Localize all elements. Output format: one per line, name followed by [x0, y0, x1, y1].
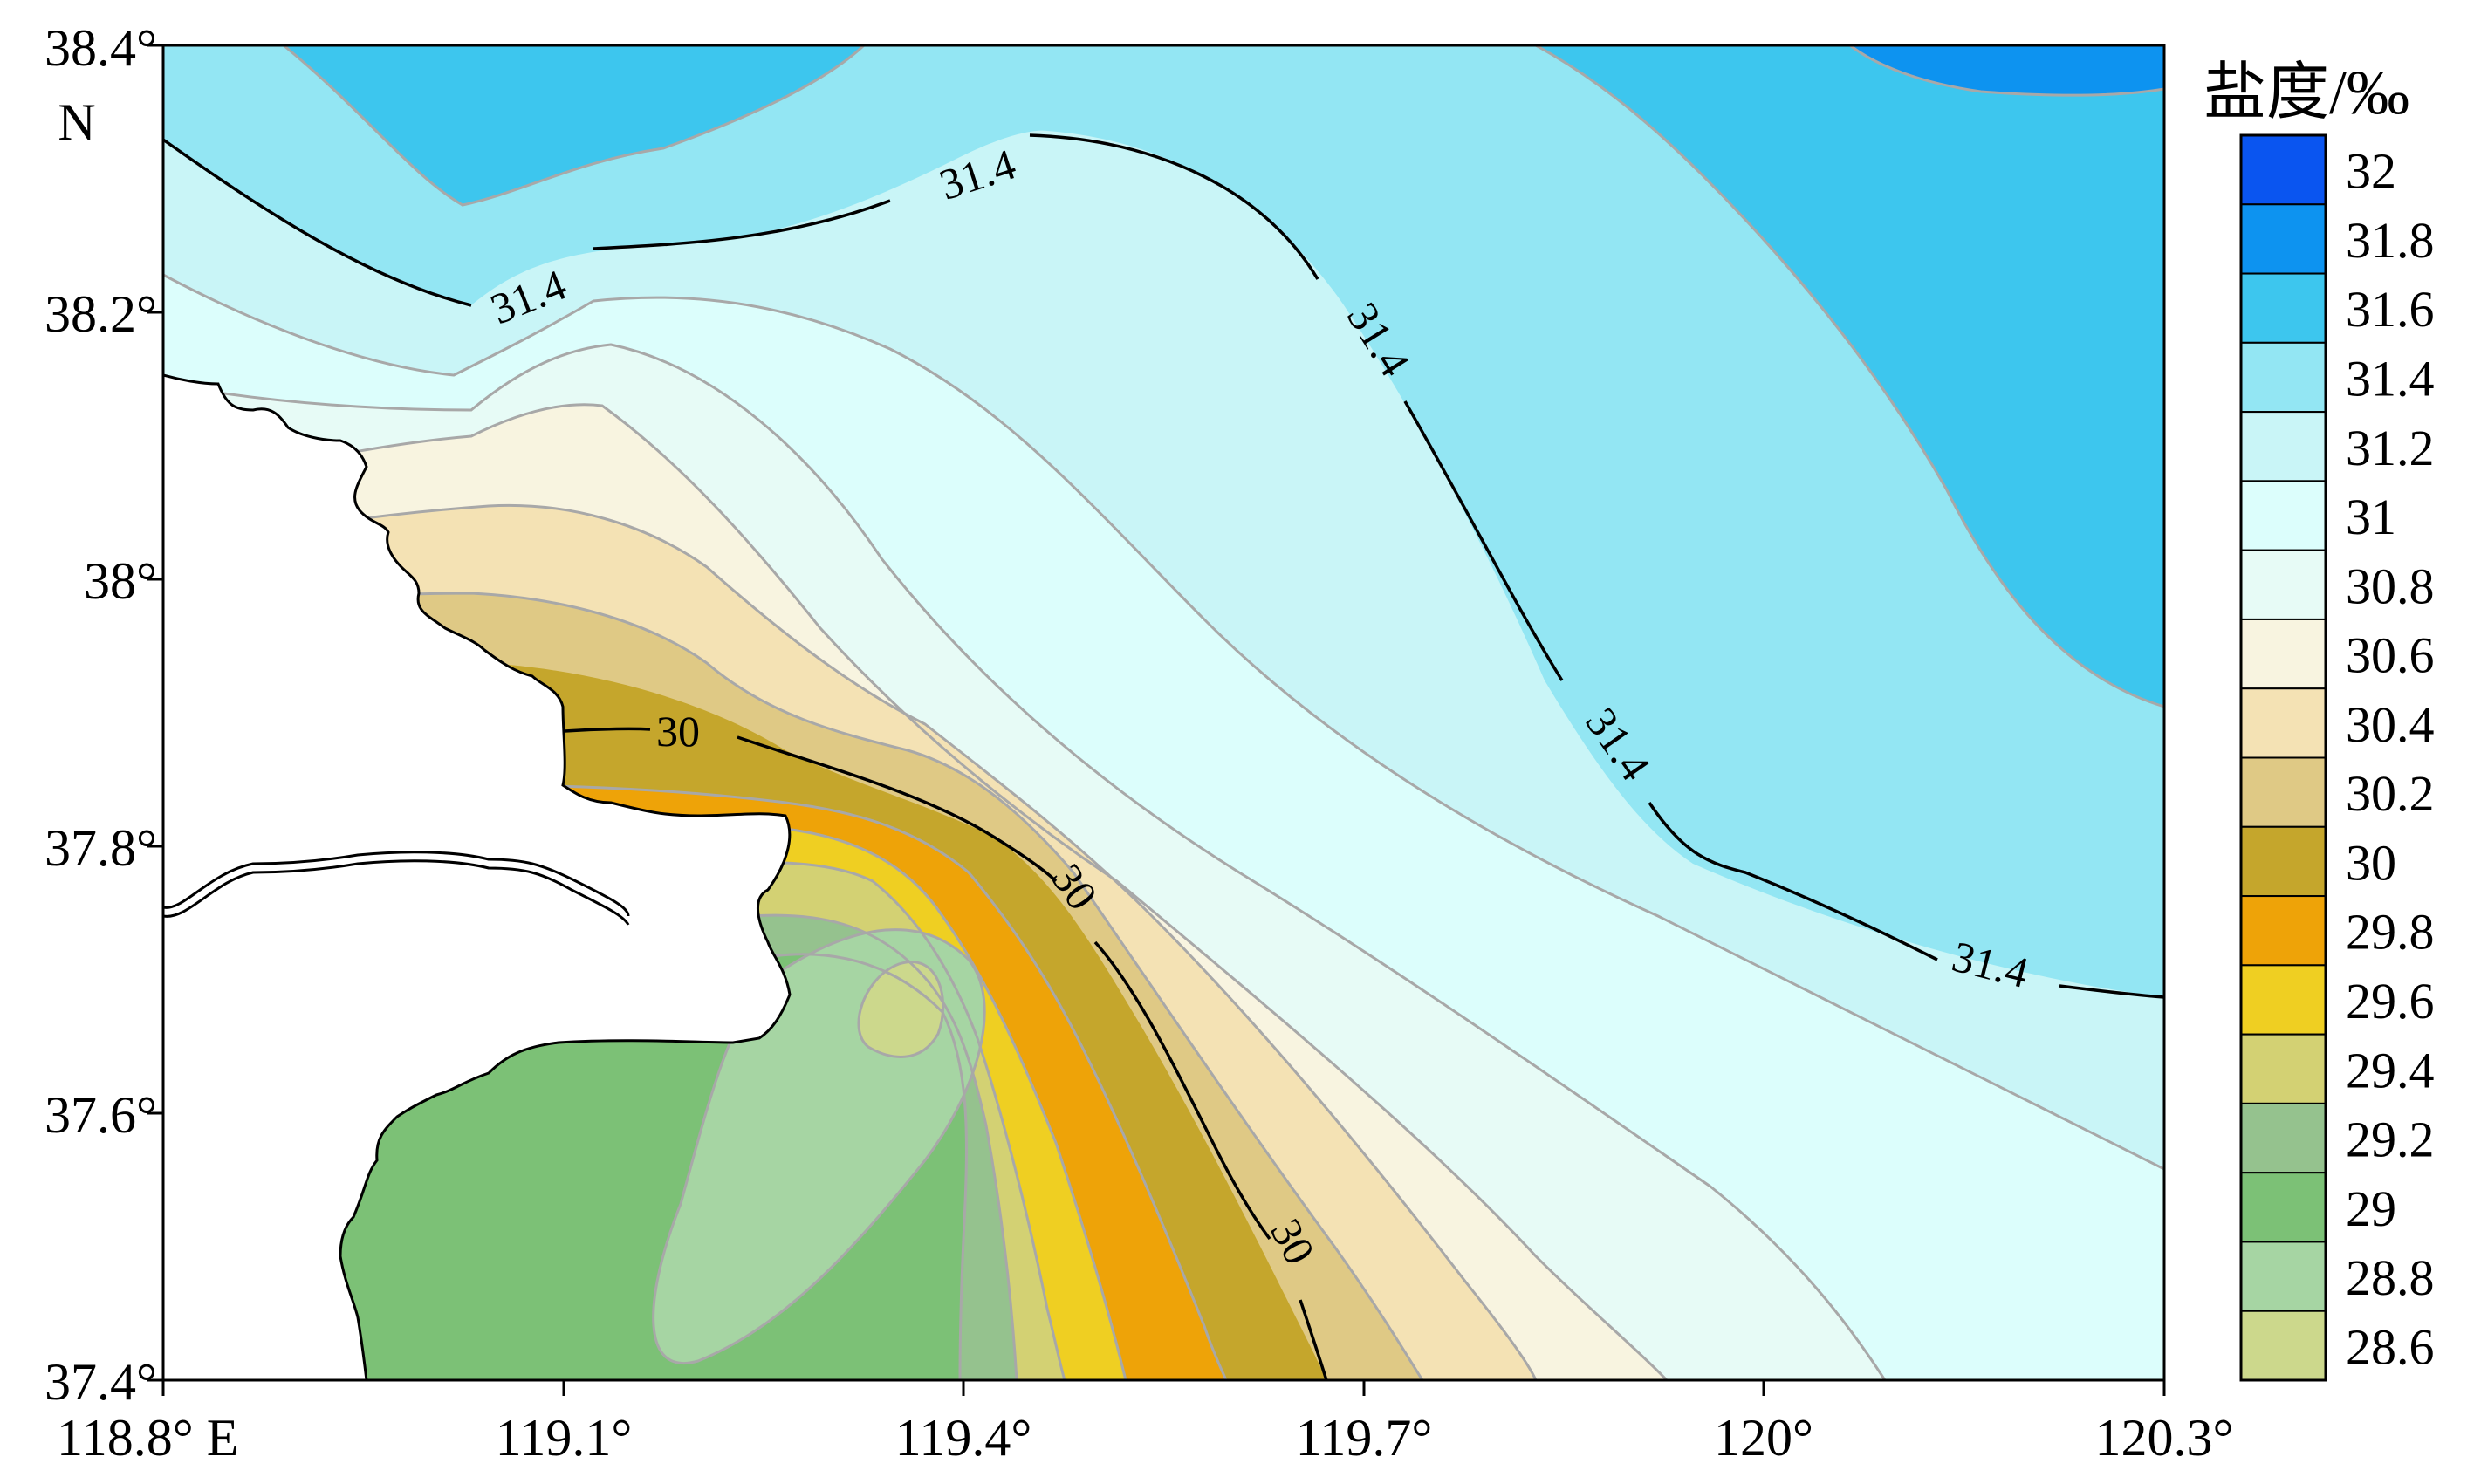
- legend-swatch: [2240, 480, 2327, 551]
- lon-tick-label: 119.7°: [1296, 1409, 1433, 1467]
- legend-swatch: [2240, 203, 2327, 275]
- lat-tick-label: 38.4°: [45, 19, 157, 77]
- legend-swatch: [2240, 1172, 2327, 1243]
- legend-label: 31.2: [2346, 420, 2435, 476]
- legend-swatch: [2240, 618, 2327, 690]
- legend-label: 29.8: [2346, 904, 2435, 961]
- plot-frame: [161, 44, 2166, 1382]
- legend-label: 29.6: [2346, 973, 2435, 1029]
- grey-isohalines: [163, 45, 2164, 1380]
- lat-tick-label: 38.2°: [45, 285, 157, 343]
- legend-swatch: [2240, 134, 2327, 206]
- lat-tick-label: 37.4°: [45, 1353, 157, 1411]
- legend-swatch: [2240, 272, 2327, 344]
- labelled-isohalines: [163, 133, 2164, 1380]
- lon-tick-label: 120.3°: [2095, 1409, 2234, 1467]
- lat-tick-label: 38°: [84, 552, 157, 610]
- legend-swatch: [2240, 1310, 2327, 1381]
- legend-label: 31.4: [2346, 350, 2435, 407]
- map-plot-area: [163, 45, 2164, 1380]
- legend-label: 31.8: [2346, 212, 2435, 269]
- legend-label: 29.4: [2346, 1042, 2435, 1098]
- legend-swatch: [2240, 1033, 2327, 1104]
- legend-swatch: [2240, 549, 2327, 620]
- legend-label: 29.2: [2346, 1111, 2435, 1168]
- latitude-axis: 38.4° N 38.2° 38° 37.8° 37.6° 37.4°: [45, 19, 157, 1411]
- lon-tick-label: 118.8° E: [57, 1409, 238, 1467]
- band-31-6: [1536, 45, 2164, 707]
- legend-labels: 32 31.8 31.6 31.4 31.2 31 30.8 30.6 30.4 30.2 30 29…: [2346, 143, 2435, 1376]
- legend-label: 28.6: [2346, 1318, 2435, 1375]
- coastline-inner: [163, 851, 630, 926]
- legend-swatches: [2240, 134, 2327, 1381]
- legend-frame: [2239, 133, 2327, 1382]
- legend-swatch: [2240, 895, 2327, 967]
- lon-tick-label: 120°: [1714, 1409, 1813, 1467]
- salinity-legend: 盐度/‰ 32 31.8 31.6 31.4 31.2 31 30.8 30.6 30.4 30.…: [2203, 58, 2435, 1382]
- longitude-axis: 118.8° E 119.1° 119.4° 119.7° 120° 120.3…: [57, 1409, 2234, 1467]
- lat-tick-label: 37.6°: [45, 1086, 157, 1144]
- legend-swatch: [2240, 756, 2327, 828]
- legend-label: 28.8: [2346, 1249, 2435, 1306]
- legend-swatch: [2240, 1241, 2327, 1312]
- land-mass: [163, 373, 792, 1380]
- legend-swatch: [2240, 1102, 2327, 1174]
- lat-hemisphere-label: N: [58, 93, 95, 151]
- lat-tick-label: 37.8°: [45, 819, 157, 877]
- legend-label: 31.6: [2346, 281, 2435, 338]
- legend-label: 30: [2346, 834, 2396, 891]
- legend-swatch: [2240, 341, 2327, 414]
- legend-label: 30.6: [2346, 627, 2435, 684]
- legend-swatch: [2240, 825, 2327, 898]
- legend-label: 30.4: [2346, 696, 2435, 753]
- lon-tick-label: 119.1°: [496, 1409, 633, 1467]
- legend-title: 盐度/‰: [2203, 58, 2409, 127]
- band-28-6: [858, 961, 943, 1057]
- band-31-6: [284, 45, 864, 205]
- legend-swatch: [2240, 411, 2327, 482]
- legend-swatch: [2240, 964, 2327, 1036]
- legend-swatch: [2240, 687, 2327, 759]
- band-31-8: [1850, 45, 2164, 96]
- legend-label: 29: [2346, 1180, 2396, 1237]
- lon-tick-label: 119.4°: [895, 1409, 1032, 1467]
- legend-label: 32: [2346, 143, 2396, 200]
- legend-label: 31: [2346, 489, 2396, 545]
- contour-label: 30: [656, 707, 700, 756]
- legend-label: 30.8: [2346, 557, 2435, 614]
- legend-label: 30.2: [2346, 765, 2435, 822]
- axis-ticks: [147, 44, 2166, 1396]
